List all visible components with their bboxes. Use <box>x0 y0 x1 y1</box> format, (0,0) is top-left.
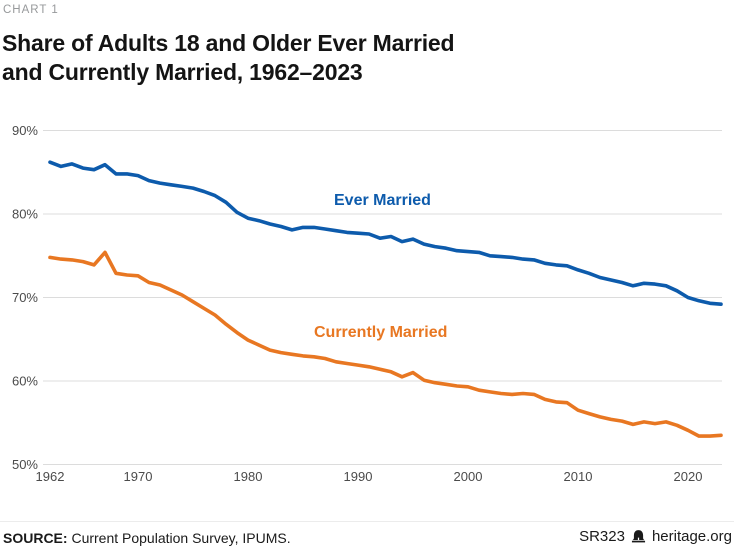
y-axis-tick-label: 90% <box>12 123 38 138</box>
x-axis-tick-label: 1990 <box>344 469 373 484</box>
site-name: heritage.org <box>651 528 732 545</box>
footer-divider <box>0 521 734 522</box>
source-label: SOURCE: <box>3 530 68 546</box>
ever-married-series-label: Ever Married <box>334 192 431 209</box>
brand-line: SR323 heritage.org <box>579 528 732 545</box>
chart-kicker: CHART 1 <box>3 4 59 16</box>
ever-married-line <box>48 160 723 307</box>
x-axis-tick-label: 2020 <box>674 469 703 484</box>
x-axis-tick-label: 1980 <box>234 469 263 484</box>
chart-title-line-1: Share of Adults 18 and Older Ever Marrie… <box>2 30 455 56</box>
heritage-bell-icon <box>631 529 646 544</box>
source-text: Current Population Survey, IPUMS. <box>67 530 291 546</box>
y-axis-tick-label: 60% <box>12 374 38 389</box>
currently-married-line <box>48 250 723 438</box>
x-axis-tick-label: 1962 <box>36 469 65 484</box>
x-axis-tick-label: 1970 <box>124 469 153 484</box>
y-axis-tick-label: 70% <box>12 290 38 305</box>
y-axis-tick-label: 80% <box>12 207 38 222</box>
x-axis-tick-label: 2010 <box>564 469 593 484</box>
currently-married-series-label: Currently Married <box>314 324 447 341</box>
chart-title-line-2: and Currently Married, 1962–2023 <box>2 59 363 85</box>
y-axis-tick-label: 50% <box>12 457 38 472</box>
source-note: SOURCE: Current Population Survey, IPUMS… <box>3 530 291 546</box>
report-id: SR323 <box>579 528 625 545</box>
chart-title: Share of Adults 18 and Older Ever Marrie… <box>2 29 702 87</box>
x-axis-tick-label: 2000 <box>454 469 483 484</box>
